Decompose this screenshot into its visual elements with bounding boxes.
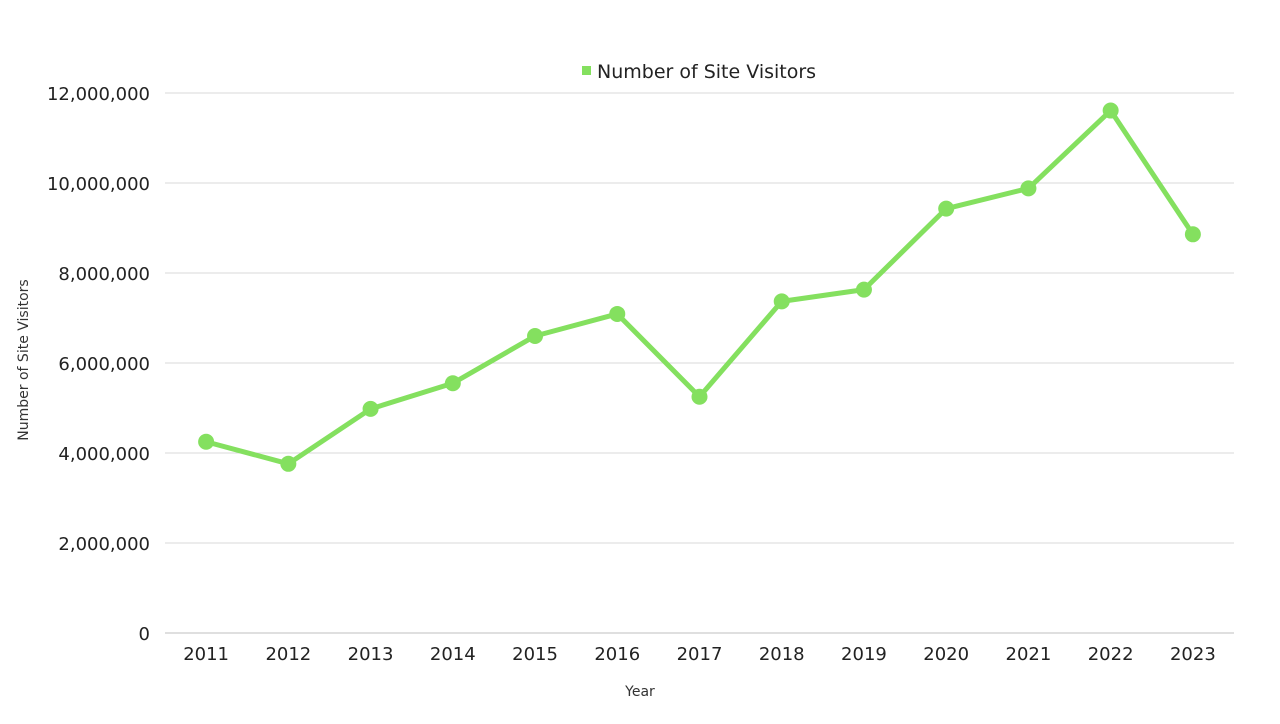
- data-point[interactable]: [938, 200, 955, 217]
- data-point[interactable]: [1020, 180, 1037, 197]
- y-tick-label: 0: [139, 624, 150, 645]
- y-tick-label: 4,000,000: [58, 444, 150, 465]
- x-axis-title: Year: [624, 684, 655, 700]
- x-axis-ticks: 2011 2012 2013 2014 2015 2016 2017 2018 2019 2020…: [183, 644, 1216, 665]
- x-tick-label: 2021: [1006, 644, 1052, 665]
- data-point[interactable]: [280, 455, 297, 472]
- data-point[interactable]: [855, 281, 872, 298]
- data-point[interactable]: [773, 293, 790, 310]
- x-tick-label: 2020: [923, 644, 969, 665]
- y-axis-title: Number of Site Visitors: [16, 279, 32, 440]
- x-tick-label: 2014: [430, 644, 476, 665]
- x-tick-label: 2023: [1170, 644, 1216, 665]
- legend-label: Number of Site Visitors: [597, 61, 816, 83]
- y-tick-label: 6,000,000: [58, 354, 150, 375]
- data-point[interactable]: [362, 400, 379, 417]
- y-tick-label: 10,000,000: [47, 174, 150, 195]
- x-tick-label: 2012: [265, 644, 311, 665]
- data-point[interactable]: [1184, 226, 1201, 243]
- x-tick-label: 2016: [594, 644, 640, 665]
- data-point[interactable]: [1102, 102, 1119, 119]
- y-tick-label: 12,000,000: [47, 84, 150, 105]
- legend[interactable]: Number of Site Visitors: [582, 61, 816, 83]
- x-tick-label: 2022: [1088, 644, 1134, 665]
- series-line: [203, 108, 1196, 467]
- data-point[interactable]: [609, 305, 626, 322]
- x-tick-label: 2013: [348, 644, 394, 665]
- x-tick-label: 2019: [841, 644, 887, 665]
- x-tick-label: 2011: [183, 644, 229, 665]
- gridlines: [165, 92, 1234, 634]
- data-point[interactable]: [691, 388, 708, 405]
- legend-swatch: [582, 66, 591, 75]
- x-tick-label: 2018: [759, 644, 805, 665]
- y-axis-ticks: 0 2,000,000 4,000,000 6,000,000 8,000,000 10,…: [47, 84, 150, 645]
- x-tick-label: 2015: [512, 644, 558, 665]
- data-point[interactable]: [444, 375, 461, 392]
- data-point[interactable]: [198, 433, 215, 450]
- series-layer: [198, 102, 1201, 472]
- y-tick-label: 2,000,000: [58, 534, 150, 555]
- x-tick-label: 2017: [677, 644, 723, 665]
- y-tick-label: 8,000,000: [58, 264, 150, 285]
- data-point[interactable]: [527, 328, 544, 344]
